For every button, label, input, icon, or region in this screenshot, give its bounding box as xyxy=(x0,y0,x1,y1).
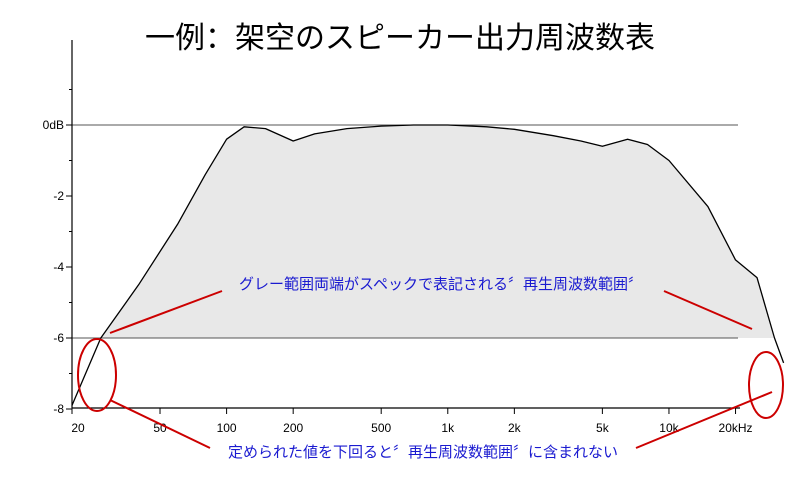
right-edge-circle xyxy=(748,351,784,419)
pointer-line-left-lower xyxy=(109,399,211,449)
y-tick-label: -8 xyxy=(53,402,64,416)
annotation-marks xyxy=(77,290,784,449)
x-tick-label: 20kHz xyxy=(719,421,753,435)
x-tick-label: 50 xyxy=(153,421,167,435)
response-area-fill xyxy=(100,125,775,338)
x-tick-label: 200 xyxy=(283,421,303,435)
chart-title: 一例：架空のスピーカー出力周波数表 xyxy=(145,21,655,56)
x-tick-label: 500 xyxy=(371,421,391,435)
response-curve xyxy=(71,124,785,406)
y-tick-label: -2 xyxy=(53,189,64,203)
axes xyxy=(71,40,740,409)
x-tick-label: 100 xyxy=(217,421,237,435)
y-tick-label: -4 xyxy=(53,260,64,274)
y-ticks: 0dB -2 -4 -6 -8 xyxy=(43,89,72,416)
response-curve-layer xyxy=(71,124,785,406)
x-tick-label: 1k xyxy=(441,421,455,435)
x-tick-label: 10k xyxy=(659,421,679,435)
pointer-line-right-lower xyxy=(635,391,773,449)
x-tick-label: 2k xyxy=(508,421,522,435)
y-tick-label: 0dB xyxy=(43,118,64,132)
pointer-line-left-upper xyxy=(109,290,223,334)
annotation-out-of-range: 定められた値を下回ると〞再生周波数範囲〞に含まれない xyxy=(228,443,618,461)
left-edge-circle xyxy=(77,338,117,412)
x-tick-label: 20 xyxy=(71,421,85,435)
annotation-playback-range: グレー範囲両端がスペックで表記される〞再生周波数範囲〞 xyxy=(239,275,643,293)
pointer-line-right-upper xyxy=(663,290,753,330)
y-tick-label: -6 xyxy=(53,331,64,345)
response-fill xyxy=(100,125,775,338)
x-tick-label: 5k xyxy=(596,421,610,435)
